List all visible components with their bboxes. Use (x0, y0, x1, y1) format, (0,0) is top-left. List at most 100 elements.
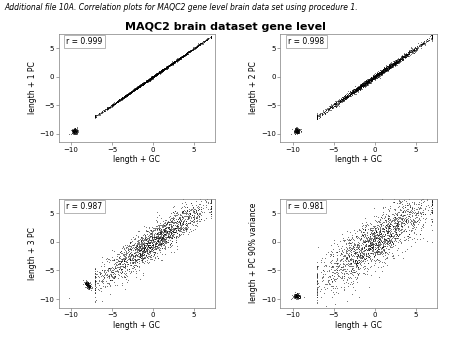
Point (358, 82, 365, 88)
Point (116, 265, 123, 271)
Point (412, 46, 419, 51)
Point (401, 222, 408, 228)
Point (356, 254, 363, 259)
Point (156, 70, 163, 75)
Point (392, 226, 399, 232)
Point (84, 281, 91, 287)
Point (177, 55, 184, 60)
Point (355, 87, 362, 92)
Point (371, 75, 378, 80)
Point (96, 269, 104, 274)
Point (122, 256, 129, 261)
Point (159, 68, 166, 73)
Point (112, 100, 119, 106)
Point (349, 279, 356, 284)
Point (207, 192, 214, 197)
Point (139, 81, 146, 86)
Point (144, 78, 151, 83)
Point (363, 80, 370, 86)
Point (292, 292, 300, 297)
Point (162, 65, 169, 71)
Point (162, 230, 170, 235)
Point (376, 227, 383, 232)
Point (388, 63, 396, 68)
Point (99, 278, 107, 284)
Point (135, 246, 142, 252)
Point (374, 232, 381, 238)
Point (397, 55, 404, 61)
Point (294, 130, 302, 135)
Point (161, 67, 168, 72)
Point (152, 72, 159, 77)
Point (374, 215, 382, 220)
Point (292, 130, 299, 135)
Point (386, 220, 393, 225)
Point (144, 79, 151, 84)
Point (343, 250, 351, 256)
Point (169, 210, 176, 215)
Point (128, 265, 135, 270)
Point (314, 115, 321, 121)
Point (315, 114, 322, 119)
Point (359, 82, 366, 87)
Point (146, 248, 153, 254)
Point (381, 69, 388, 75)
Point (294, 126, 301, 131)
Point (127, 246, 134, 252)
Point (162, 66, 169, 72)
Point (84, 285, 91, 290)
Point (399, 57, 406, 63)
Point (155, 231, 162, 236)
Point (292, 293, 299, 298)
Point (112, 265, 120, 270)
Point (163, 65, 171, 70)
Point (392, 235, 399, 240)
Point (416, 219, 423, 225)
Point (372, 74, 379, 79)
Point (122, 93, 129, 98)
Point (165, 64, 172, 69)
Point (144, 239, 151, 244)
Point (320, 109, 328, 114)
Point (429, 35, 436, 41)
Point (83, 282, 90, 287)
Point (144, 228, 151, 234)
Point (148, 75, 156, 80)
Point (343, 94, 350, 100)
Point (119, 96, 126, 101)
Point (140, 247, 147, 252)
Point (387, 61, 394, 66)
Point (390, 255, 397, 260)
Point (368, 76, 375, 82)
Point (162, 225, 169, 231)
Point (122, 93, 130, 98)
Point (145, 77, 153, 83)
Point (381, 64, 388, 70)
Point (148, 239, 155, 245)
Point (178, 214, 185, 220)
Point (165, 233, 172, 238)
Point (360, 83, 367, 89)
Point (138, 239, 145, 244)
Point (122, 259, 130, 264)
Point (134, 239, 141, 244)
Point (145, 244, 152, 249)
Point (348, 90, 355, 95)
Point (129, 88, 136, 93)
Point (126, 240, 134, 246)
Point (317, 259, 324, 265)
Point (386, 227, 393, 233)
Point (130, 89, 137, 94)
Point (192, 44, 199, 50)
Point (293, 291, 300, 297)
Point (394, 58, 401, 64)
Point (124, 92, 131, 97)
Point (356, 242, 363, 248)
Point (343, 94, 350, 100)
Point (164, 65, 171, 70)
Point (122, 93, 130, 98)
Point (158, 239, 166, 244)
Point (123, 267, 130, 272)
Point (314, 114, 321, 119)
Point (420, 235, 427, 241)
